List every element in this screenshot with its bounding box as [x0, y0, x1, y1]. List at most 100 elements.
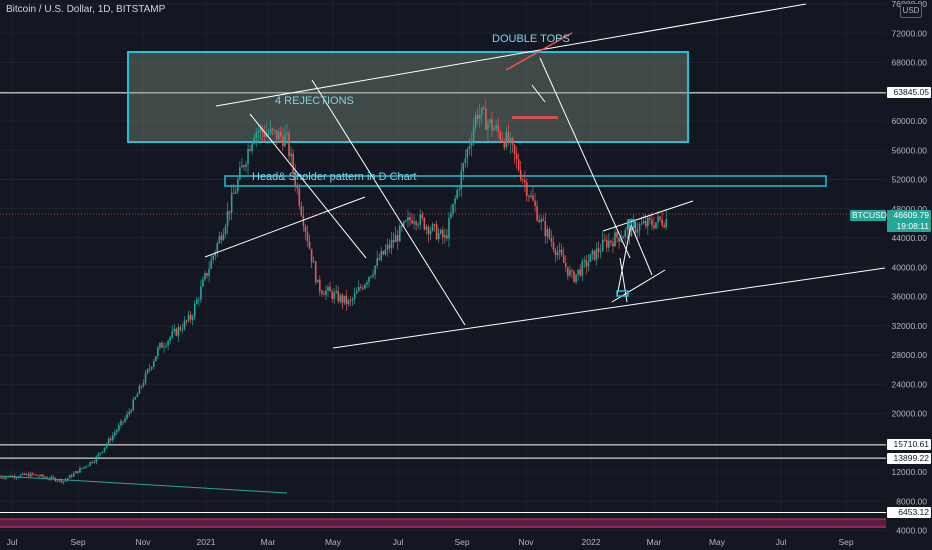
- candle-body: [456, 190, 458, 199]
- neckline-zone: [224, 175, 827, 187]
- candle-body: [269, 128, 272, 134]
- candle-body: [241, 165, 243, 168]
- candle-body: [478, 114, 481, 119]
- candle-body: [64, 479, 67, 482]
- candle-body: [606, 240, 608, 248]
- candle-body: [452, 203, 454, 214]
- candle-body: [56, 480, 59, 482]
- candle-body: [509, 137, 512, 143]
- candle-body: [29, 473, 32, 477]
- level-price-badge: 63845.05: [887, 87, 931, 99]
- candle-body: [300, 205, 303, 216]
- candle-body: [77, 471, 79, 473]
- candle-body: [647, 217, 649, 227]
- y-tick-label: 60000.00: [892, 116, 928, 126]
- x-tick-label: May: [709, 537, 726, 547]
- candle-body: [614, 232, 616, 247]
- candle-body: [368, 277, 370, 283]
- chart-title: Bitcoin / U.S. Dollar, 1D, BITSTAMP: [6, 4, 166, 15]
- candle-body: [458, 189, 460, 191]
- candle-body: [392, 239, 395, 243]
- candle-body: [60, 479, 63, 483]
- candle-body: [388, 244, 391, 249]
- candle-body: [202, 279, 204, 287]
- candle-body: [425, 226, 428, 230]
- candle-body: [528, 196, 530, 198]
- candle-body: [75, 471, 77, 474]
- candle-body: [226, 211, 229, 227]
- candle-body: [357, 286, 360, 292]
- candle-body: [597, 248, 600, 252]
- x-tick-label: Jul: [776, 537, 787, 547]
- candle-body: [161, 343, 163, 348]
- candle-body: [251, 143, 253, 151]
- candle-body: [419, 214, 422, 225]
- candle-body: [569, 270, 571, 276]
- candle-body: [624, 230, 627, 237]
- candle-body: [263, 132, 266, 138]
- candle-body: [398, 225, 401, 242]
- candle-body: [503, 141, 506, 148]
- candle-body: [325, 290, 327, 296]
- candle-body: [540, 219, 542, 223]
- candle-body: [390, 239, 393, 249]
- candle-body: [216, 242, 219, 253]
- candle-body: [230, 192, 233, 213]
- candle-body: [237, 179, 239, 192]
- recent-upper-line: [602, 200, 694, 232]
- candle-body: [450, 213, 452, 218]
- candle-body: [571, 270, 573, 272]
- candle-body: [273, 129, 276, 131]
- lower-channel-line: [332, 267, 886, 349]
- candle-body: [87, 465, 89, 467]
- currency-selector[interactable]: USD: [900, 3, 922, 18]
- candle-body: [32, 473, 34, 475]
- candle-body: [81, 468, 83, 470]
- candle-body: [173, 328, 176, 332]
- green-trendline: [0, 475, 288, 494]
- annotation-head-shoulder: Head& Sholder pattern in D Chart: [252, 171, 417, 183]
- bottom-band: [0, 519, 886, 528]
- x-tick-label: Jul: [393, 537, 404, 547]
- candle-body: [91, 461, 94, 463]
- y-tick-label: 44000.00: [892, 233, 928, 243]
- candle-body: [665, 219, 668, 228]
- candle-body: [513, 144, 516, 155]
- x-tick-label: Sep: [838, 537, 853, 547]
- upper-channel-line: [215, 3, 807, 107]
- candle-body: [314, 261, 317, 283]
- candle-body: [591, 250, 594, 255]
- candle-body: [68, 475, 71, 479]
- candle-body: [394, 235, 397, 243]
- candle-body: [521, 179, 524, 181]
- candle-body: [181, 329, 184, 331]
- annotation-double-tops: DOUBLE TOPS: [492, 33, 570, 45]
- candle-body: [0, 477, 1, 479]
- candle-body: [259, 127, 262, 132]
- annotation-4-rejections: 4 REJECTIONS: [275, 95, 354, 107]
- x-tick-label: Nov: [518, 537, 534, 547]
- candle-body: [364, 284, 366, 289]
- candle-body: [554, 249, 557, 256]
- candle-body: [599, 251, 602, 253]
- candle-body: [169, 337, 171, 341]
- candle-body: [310, 248, 313, 262]
- y-tick-label: 72000.00: [892, 28, 928, 38]
- candle-body: [239, 167, 241, 180]
- candle-body: [284, 133, 286, 147]
- candle-body: [210, 259, 212, 269]
- chart-grid: [0, 0, 886, 532]
- candle-body: [132, 399, 135, 411]
- candle-body: [286, 132, 288, 134]
- y-tick-label: 20000.00: [892, 409, 928, 419]
- candle-body: [556, 252, 559, 256]
- candle-body: [124, 418, 126, 422]
- candle-body: [319, 279, 321, 292]
- rising-wedge-line: [204, 196, 366, 258]
- candle-body: [610, 240, 612, 243]
- candle-body: [480, 107, 483, 115]
- candle-body: [83, 466, 85, 469]
- candle-body: [114, 432, 116, 436]
- candle-body: [433, 224, 436, 226]
